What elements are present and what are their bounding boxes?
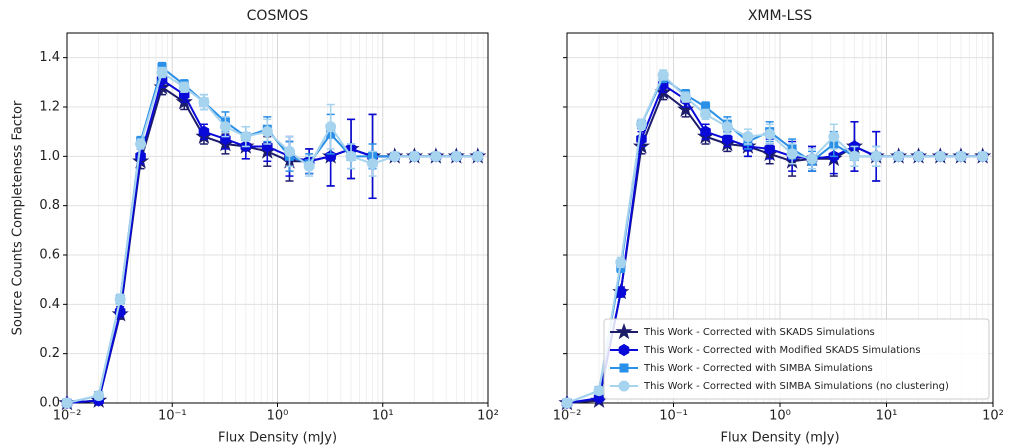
legend-label: This Work - Corrected with SIMBA Simulat… <box>643 363 873 374</box>
x-axis-label: Flux Density (mJy) <box>720 431 839 446</box>
x-tick-label: 10⁰ <box>769 409 791 424</box>
marker <box>806 153 818 165</box>
legend-marker <box>618 343 630 357</box>
legend-marker <box>619 363 629 373</box>
marker <box>893 150 905 162</box>
y-tick-label: 0.0 <box>39 396 60 411</box>
marker <box>764 142 775 156</box>
legend-marker <box>618 380 630 392</box>
marker <box>135 138 147 150</box>
marker <box>345 150 357 162</box>
marker <box>240 131 252 143</box>
marker <box>367 158 379 170</box>
marker <box>977 150 989 162</box>
marker <box>408 150 420 162</box>
marker <box>657 69 669 81</box>
y-tick-label: 1.2 <box>39 100 60 115</box>
legend-label: This Work - Corrected with Modified SKAD… <box>643 345 921 356</box>
series <box>561 69 989 409</box>
marker <box>261 126 273 138</box>
marker <box>700 125 711 138</box>
x-tick-label: 10¹ <box>372 409 394 424</box>
marker <box>283 145 295 157</box>
marker <box>742 131 754 143</box>
marker <box>934 150 946 162</box>
chart-title: COSMOS <box>247 8 309 24</box>
chart-title: XMM-LSS <box>748 8 812 24</box>
panel: 10⁻² 10⁻¹ 10⁰ 10¹ 10² XMM-LSS Flux Density (mJ… <box>553 8 1004 446</box>
legend-label: This Work - Corrected with SKADS Simulat… <box>643 327 875 338</box>
x-tick-label: 10⁻² <box>553 409 582 424</box>
legend: This Work - Corrected with SKADS Simulat… <box>603 318 990 400</box>
marker <box>593 385 605 397</box>
marker <box>635 118 647 130</box>
marker <box>472 150 484 162</box>
marker <box>913 150 925 162</box>
marker <box>178 81 190 93</box>
x-tick-label: 10² <box>477 409 499 424</box>
legend-box <box>603 318 990 400</box>
series <box>61 66 484 409</box>
marker <box>615 256 627 268</box>
x-tick-label: 10⁻¹ <box>659 409 688 424</box>
marker <box>828 131 840 143</box>
x-tick-label: 10⁻¹ <box>158 409 187 424</box>
y-axis-label: Source Counts Completeness Factor <box>11 100 26 335</box>
marker <box>325 121 337 133</box>
x-tick-label: 10⁻² <box>53 409 82 424</box>
legend-marker <box>615 322 633 340</box>
x-tick-label: 10¹ <box>876 409 898 424</box>
y-tick-label: 0.4 <box>39 297 60 312</box>
y-tick-label: 0.8 <box>39 198 60 213</box>
marker <box>700 108 712 120</box>
legend-label: This Work - Corrected with SIMBA Simulat… <box>643 381 949 392</box>
axes-frame <box>66 32 489 404</box>
marker <box>430 150 442 162</box>
marker <box>721 121 733 133</box>
marker <box>198 96 210 108</box>
y-tick-label: 0.2 <box>39 346 60 361</box>
marker <box>93 390 105 402</box>
marker <box>764 128 776 140</box>
marker <box>561 397 573 409</box>
y-tick-label: 0.6 <box>39 248 60 263</box>
marker <box>198 125 210 138</box>
marker <box>303 160 315 172</box>
x-tick-label: 10⁰ <box>267 409 289 424</box>
x-tick-label: 10² <box>982 409 1004 424</box>
marker <box>870 150 882 162</box>
marker <box>450 150 462 162</box>
marker <box>722 132 733 146</box>
marker <box>61 397 73 409</box>
marker <box>680 91 692 103</box>
marker <box>848 150 860 162</box>
axes-frame <box>566 32 994 404</box>
marker <box>955 150 967 162</box>
y-tick-label: 1.4 <box>39 50 60 65</box>
y-tick-label: 1.0 <box>39 149 60 164</box>
x-axis-label: Flux Density (mJy) <box>218 431 337 446</box>
panel: 0.0 0.2 0.4 0.6 0.8 1.0 1.2 1.4 10⁻² 10⁻¹ 10⁰ 10¹ 10… <box>11 8 499 446</box>
marker <box>219 121 231 133</box>
marker <box>389 150 401 162</box>
marker <box>786 148 798 160</box>
marker <box>114 293 126 305</box>
marker <box>156 66 168 78</box>
